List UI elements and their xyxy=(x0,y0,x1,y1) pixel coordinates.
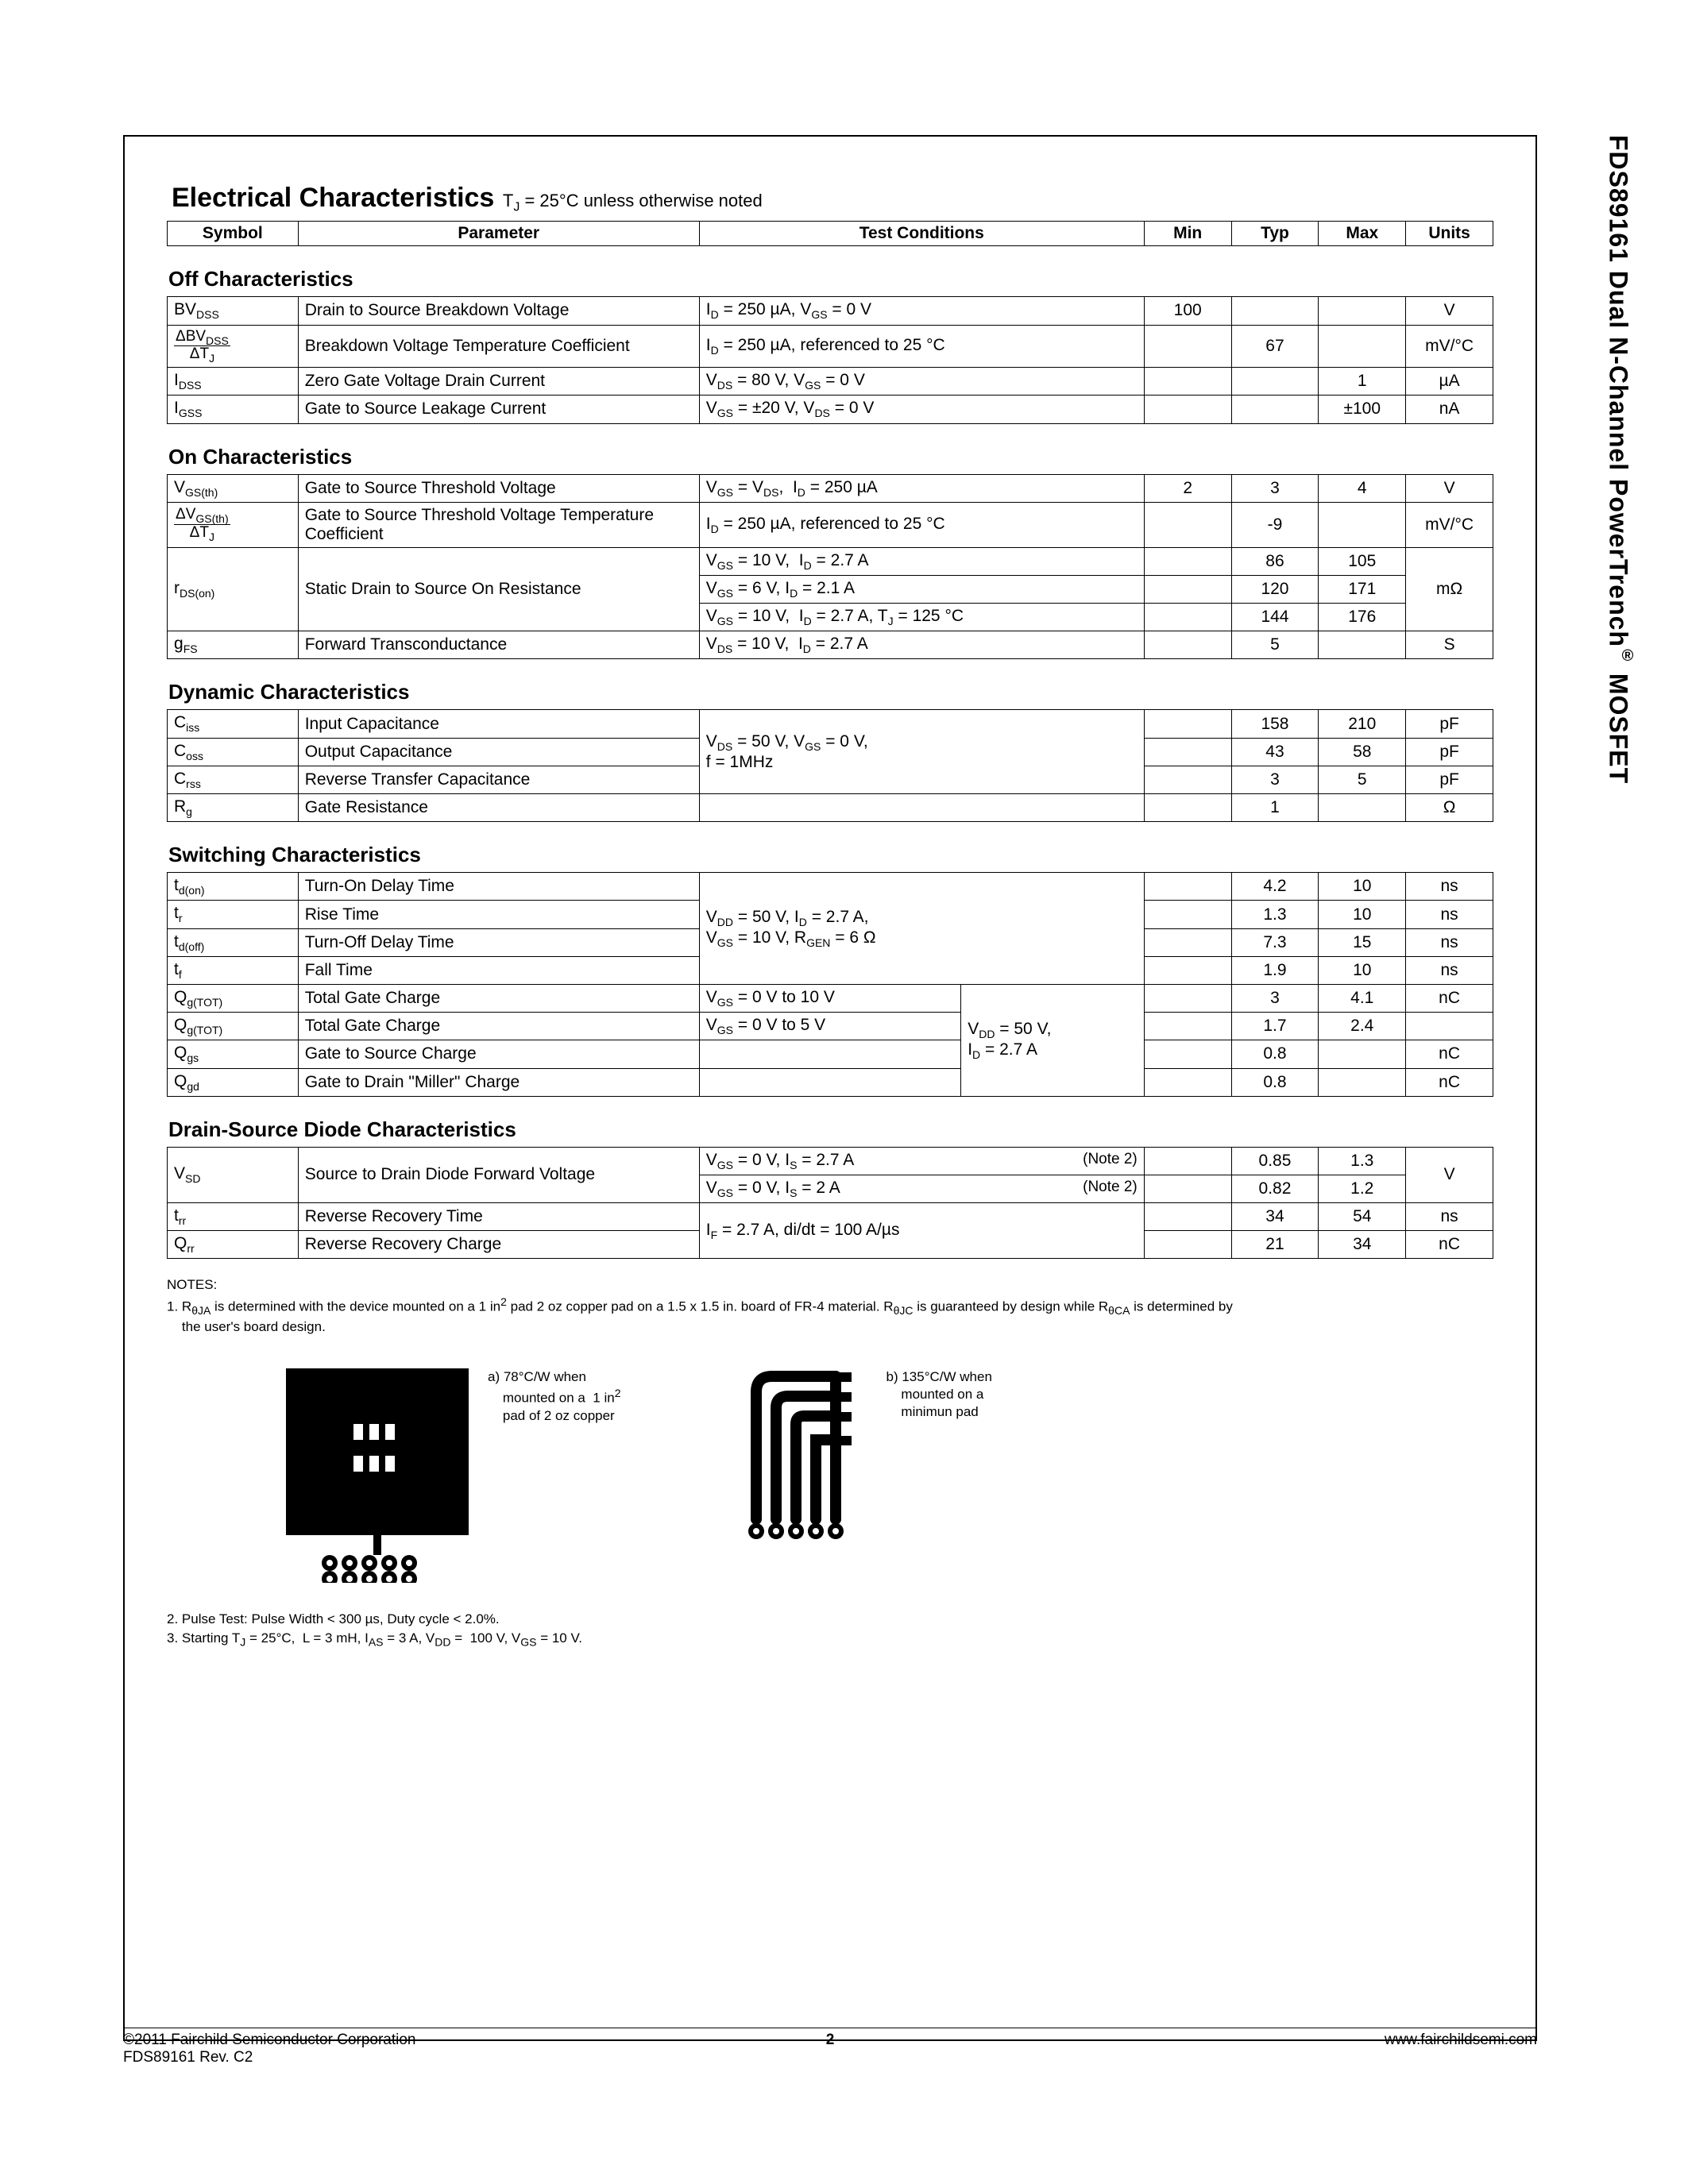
notes-label: NOTES: xyxy=(167,1276,1493,1295)
cell-unit: nA xyxy=(1406,396,1493,423)
table-row: Qgd Gate to Drain "Miller" Charge 0.8 nC xyxy=(168,1068,1493,1096)
table-row: Rg Gate Resistance 1 Ω xyxy=(168,794,1493,822)
cell-sym: IGSS xyxy=(168,396,299,423)
col-min: Min xyxy=(1144,222,1231,246)
col-max: Max xyxy=(1319,222,1406,246)
section-on-title: On Characteristics xyxy=(168,445,1493,469)
cell-unit: V xyxy=(1406,297,1493,325)
cell-cond: ID = 250 µA, referenced to 25 °C xyxy=(699,325,1144,368)
section-dyn-title: Dynamic Characteristics xyxy=(168,680,1493,704)
table-row: trr Reverse Recovery Time IF = 2.7 A, di… xyxy=(168,1203,1493,1231)
col-typ: Typ xyxy=(1231,222,1319,246)
pcb-min-pad-icon xyxy=(717,1360,875,1551)
header-table: Symbol Parameter Test Conditions Min Typ… xyxy=(167,221,1493,246)
cell-typ: 67 xyxy=(1231,325,1319,368)
cell-param: Breakdown Voltage Temperature Coefficien… xyxy=(298,325,699,368)
note-3: 3. Starting TJ = 25°C, L = 3 mH, IAS = 3… xyxy=(167,1629,1493,1650)
col-parameter: Parameter xyxy=(298,222,699,246)
pcb-large-pad-icon xyxy=(278,1360,477,1583)
note-2: 2. Pulse Test: Pulse Width < 300 µs, Dut… xyxy=(167,1610,1493,1629)
cell-param: Gate to Source Leakage Current xyxy=(298,396,699,423)
cell-min: 100 xyxy=(1144,297,1231,325)
cell-unit: mV/°C xyxy=(1406,325,1493,368)
cell-max: ±100 xyxy=(1319,396,1406,423)
cell-sym: BVDSS xyxy=(168,297,299,325)
footer: ©2011 Fairchild Semiconductor Corporatio… xyxy=(123,2028,1537,2066)
col-symbol: Symbol xyxy=(168,222,299,246)
cell-max: 1 xyxy=(1319,368,1406,396)
pcb-caption-a: a) 78°C/W when mounted on a 1 in2 pad of… xyxy=(488,1368,621,1425)
side-product-title: FDS89161 Dual N-Channel PowerTrench® MOS… xyxy=(1589,135,1636,784)
cell-cond: VDS = 80 V, VGS = 0 V xyxy=(699,368,1144,396)
cell-param: Drain to Source Breakdown Voltage xyxy=(298,297,699,325)
pcb-box-b: b) 135°C/W when mounted on a minimun pad xyxy=(717,1360,992,1551)
footer-revision: FDS89161 Rev. C2 xyxy=(123,2049,1537,2066)
table-row: VSD Source to Drain Diode Forward Voltag… xyxy=(168,1147,1493,1175)
diode-table: VSD Source to Drain Diode Forward Voltag… xyxy=(167,1147,1493,1260)
table-row: Qgs Gate to Source Charge 0.8 nC xyxy=(168,1040,1493,1068)
cell-unit: µA xyxy=(1406,368,1493,396)
section-diode-title: Drain-Source Diode Characteristics xyxy=(168,1117,1493,1142)
table-row: Qg(TOT) Total Gate Charge VGS = 0 V to 5… xyxy=(168,1013,1493,1040)
table-row: Ciss Input Capacitance VDS = 50 V, VGS =… xyxy=(168,710,1493,738)
note-1: 1. RθJA is determined with the device mo… xyxy=(167,1295,1493,1337)
cell-min xyxy=(1144,325,1231,368)
cell-max xyxy=(1319,297,1406,325)
content-area: Electrical Characteristics TJ = 25°C unl… xyxy=(167,183,1493,1650)
section-sw-title: Switching Characteristics xyxy=(168,843,1493,867)
table-row: rDS(on) Static Drain to Source On Resist… xyxy=(168,547,1493,575)
footer-copyright: ©2011 Fairchild Semiconductor Corporatio… xyxy=(123,2032,416,2049)
on-table: VGS(th) Gate to Source Threshold Voltage… xyxy=(167,474,1493,660)
section-off-title: Off Characteristics xyxy=(168,267,1493,291)
cell-typ xyxy=(1231,297,1319,325)
off-table: BVDSS Drain to Source Breakdown Voltage … xyxy=(167,296,1493,423)
sw-table: td(on) Turn-On Delay Time VDD = 50 V, ID… xyxy=(167,872,1493,1097)
table-row: IGSS Gate to Source Leakage Current VGS … xyxy=(168,396,1493,423)
notes-2-3: 2. Pulse Test: Pulse Width < 300 µs, Dut… xyxy=(167,1610,1493,1650)
dyn-table: Ciss Input Capacitance VDS = 50 V, VGS =… xyxy=(167,709,1493,822)
table-row: BVDSS Drain to Source Breakdown Voltage … xyxy=(168,297,1493,325)
footer-url: www.fairchildsemi.com xyxy=(1385,2032,1537,2049)
cell-max xyxy=(1319,325,1406,368)
cell-cond: VGS = ±20 V, VDS = 0 V xyxy=(699,396,1144,423)
footer-page-number: 2 xyxy=(826,2032,835,2049)
table-row: Qg(TOT) Total Gate Charge VGS = 0 V to 1… xyxy=(168,984,1493,1012)
pcb-caption-b: b) 135°C/W when mounted on a minimun pad xyxy=(886,1368,992,1421)
col-units: Units xyxy=(1406,222,1493,246)
title-row: Electrical Characteristics TJ = 25°C unl… xyxy=(167,183,1493,214)
table-row: IDSS Zero Gate Voltage Drain Current VDS… xyxy=(168,368,1493,396)
title-condition: TJ = 25°C unless otherwise noted xyxy=(498,191,763,210)
table-row: ΔBVDSSΔTJ Breakdown Voltage Temperature … xyxy=(168,325,1493,368)
cell-sym: ΔBVDSSΔTJ xyxy=(168,325,299,368)
table-row: gFS Forward Transconductance VDS = 10 V,… xyxy=(168,631,1493,659)
table-row: td(on) Turn-On Delay Time VDD = 50 V, ID… xyxy=(168,873,1493,901)
notes-block: NOTES: 1. RθJA is determined with the de… xyxy=(167,1276,1493,1337)
table-row: ΔVGS(th)ΔTJ Gate to Source Threshold Vol… xyxy=(168,502,1493,547)
pcb-illustration-row: a) 78°C/W when mounted on a 1 in2 pad of… xyxy=(278,1360,1493,1583)
col-conditions: Test Conditions xyxy=(699,222,1144,246)
page-title: Electrical Characteristics xyxy=(172,183,494,213)
pcb-box-a: a) 78°C/W when mounted on a 1 in2 pad of… xyxy=(278,1360,621,1583)
table-row: VGS(th) Gate to Source Threshold Voltage… xyxy=(168,474,1493,502)
cell-sym: IDSS xyxy=(168,368,299,396)
cell-cond: ID = 250 µA, VGS = 0 V xyxy=(699,297,1144,325)
cell-param: Zero Gate Voltage Drain Current xyxy=(298,368,699,396)
